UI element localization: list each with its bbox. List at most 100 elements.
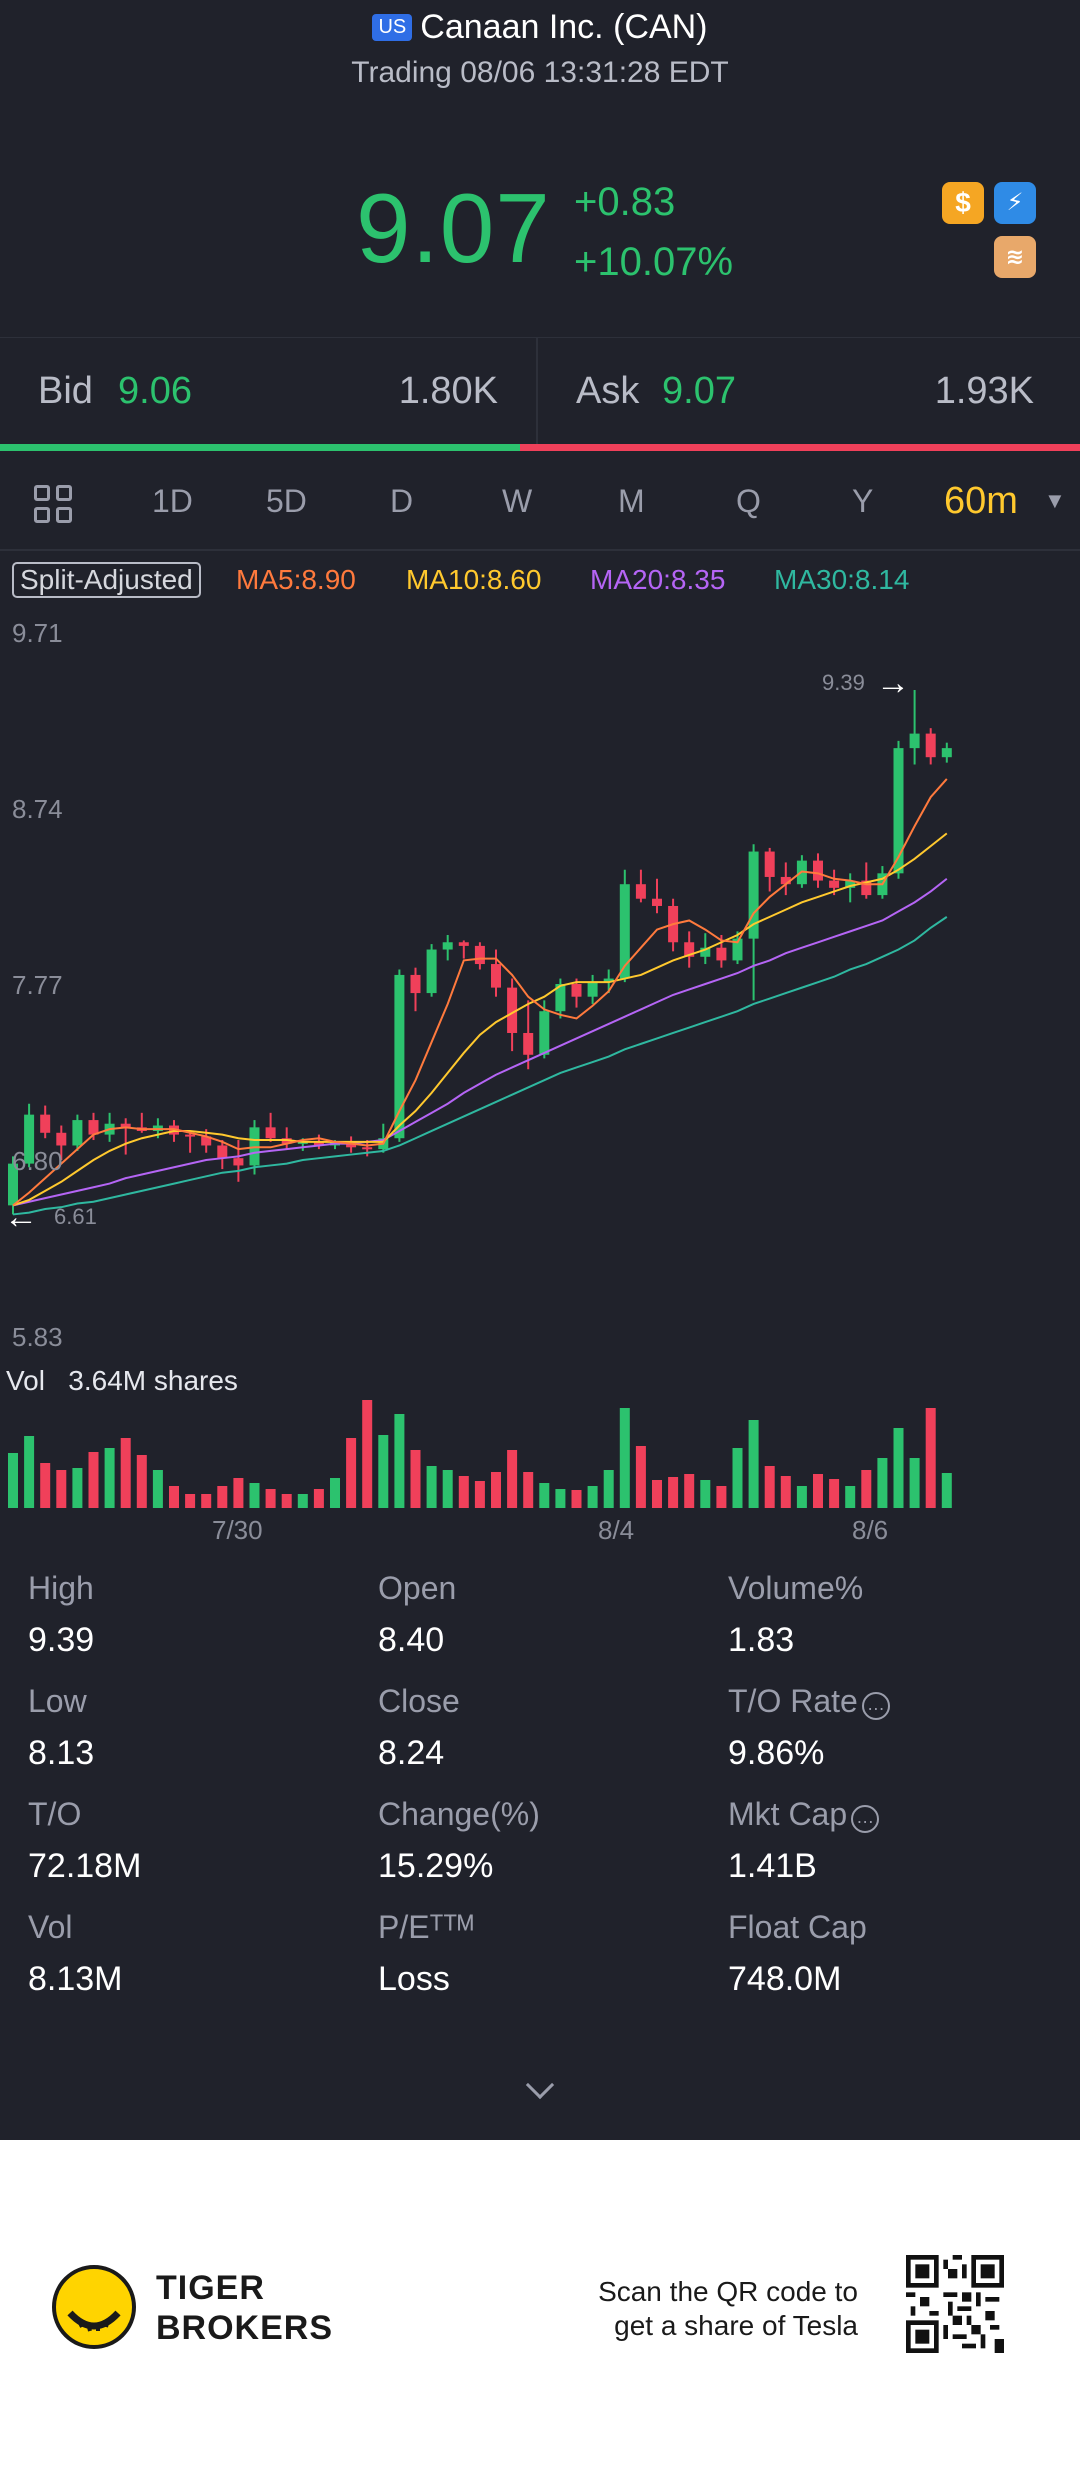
- volume-bar: [394, 1414, 405, 1508]
- volume-bar: [845, 1486, 856, 1508]
- candle-body: [491, 964, 501, 988]
- scan-text: Scan the QR code to get a share of Tesla: [598, 2275, 858, 2343]
- tab-y[interactable]: Y: [852, 483, 874, 519]
- volume-bar: [813, 1474, 823, 1508]
- stat-label: High: [28, 1570, 94, 1606]
- bid-label: Bid: [38, 370, 93, 412]
- volume-bar: [668, 1477, 679, 1508]
- tab-d[interactable]: D: [390, 483, 414, 519]
- stat-mkt-cap: Mkt Cap… 1.41B: [728, 1796, 1068, 1886]
- candle-body: [265, 1127, 276, 1139]
- volume-bar: [700, 1480, 711, 1508]
- stat-value: 72.18M: [28, 1847, 142, 1885]
- scan-line-2: get a share of Tesla: [614, 2310, 858, 2341]
- bid-price: 9.06: [118, 370, 192, 412]
- stat-close: Close 8.24: [378, 1683, 718, 1773]
- stat-label: Low: [28, 1683, 87, 1719]
- candle-body: [426, 949, 437, 994]
- bid-size: 1.80K: [398, 370, 498, 412]
- volume-bar: [925, 1408, 936, 1508]
- ask-label: Ask: [576, 370, 640, 412]
- stat-label: Volume%: [728, 1570, 864, 1606]
- volume-bar: [378, 1435, 389, 1508]
- volume-bar: [796, 1486, 807, 1508]
- candle-body: [442, 942, 453, 950]
- volume-bar: [104, 1448, 115, 1508]
- more-info-icon[interactable]: …: [851, 1805, 880, 1833]
- ma20-line: [12, 877, 948, 1207]
- stat-value: 8.13M: [28, 1960, 123, 1998]
- volume-bar: [619, 1408, 630, 1508]
- volume-bar: [507, 1450, 518, 1508]
- stat-to-rate: T/O Rate… 9.86%: [728, 1683, 1068, 1773]
- stat-value: 1.41B: [728, 1847, 817, 1885]
- volume-bar: [732, 1448, 743, 1508]
- tab-5d[interactable]: 5D: [266, 483, 307, 519]
- stat-value: 1.83: [728, 1621, 795, 1659]
- candle-body: [313, 1141, 324, 1146]
- stat-volume-pct: Volume% 1.83: [728, 1570, 1068, 1660]
- stat-value: 15.29%: [378, 1847, 494, 1885]
- stat-vol: Vol 8.13M: [28, 1909, 368, 1999]
- split-adjusted-toggle[interactable]: Split-Adjusted: [12, 562, 201, 598]
- volume-bar: [56, 1470, 67, 1508]
- volume-bar: [201, 1494, 212, 1508]
- volume-bar: [313, 1489, 324, 1508]
- volume-bar: [281, 1494, 292, 1508]
- tab-60m[interactable]: 60m: [944, 480, 1018, 522]
- volume-bar: [764, 1466, 775, 1508]
- volume-bar: [152, 1470, 163, 1508]
- lightning-icon[interactable]: ⚡: [994, 182, 1036, 224]
- candle-body: [539, 1011, 550, 1055]
- bid-volume-bar: [0, 444, 520, 451]
- y-tick-label: 8.74: [12, 794, 63, 824]
- candle-body: [394, 974, 405, 1139]
- tab-w[interactable]: W: [502, 483, 533, 519]
- volume-bar: [652, 1480, 662, 1508]
- x-tick-label: 8/6: [852, 1515, 889, 1545]
- volume-value: 3.64M shares: [68, 1365, 238, 1396]
- dropdown-icon[interactable]: ▼: [1044, 488, 1066, 513]
- chevron-down-icon[interactable]: [525, 2070, 555, 2100]
- stat-float-cap: Float Cap 748.0M: [728, 1909, 1068, 1999]
- volume-bar: [603, 1470, 614, 1508]
- tab-q[interactable]: Q: [736, 483, 761, 519]
- volume-bar: [169, 1486, 179, 1508]
- candle-body: [88, 1120, 99, 1135]
- volume-bar: [442, 1470, 453, 1508]
- volume-bar: [330, 1478, 340, 1508]
- volume-bar: [217, 1486, 228, 1508]
- candle-body: [474, 945, 485, 965]
- volume-bar: [346, 1438, 357, 1508]
- more-info-icon[interactable]: …: [861, 1692, 890, 1720]
- bid-ask-divider: [536, 338, 538, 444]
- volume-bar: [362, 1400, 373, 1508]
- stat-label: Vol: [28, 1909, 73, 1945]
- stat-open: Open 8.40: [378, 1570, 718, 1660]
- candle-body: [780, 876, 791, 885]
- volume-bar: [265, 1489, 276, 1508]
- stat-low: Low 8.13: [28, 1683, 368, 1773]
- tab-1d[interactable]: 1D: [152, 483, 193, 519]
- stat-label: Mkt Cap: [728, 1796, 848, 1832]
- min-price-label: 6.61: [54, 1204, 97, 1229]
- ma30-label: MA30:8.14: [774, 564, 910, 595]
- brand-line-2: BROKERS: [156, 2309, 334, 2347]
- stock-title: Canaan Inc. (CAN): [420, 8, 708, 46]
- dollar-icon[interactable]: $: [942, 182, 984, 224]
- volume-bar: [72, 1468, 83, 1508]
- candle-body: [603, 978, 614, 983]
- ma20-label: MA20:8.35: [590, 564, 726, 595]
- volume-bar: [571, 1490, 582, 1508]
- us-flag-badge: US: [372, 14, 413, 41]
- tab-m[interactable]: M: [618, 483, 645, 519]
- candle-body: [120, 1123, 131, 1128]
- period-tabs: 1D 5D D W M Q Y 60m ▼: [0, 451, 1080, 551]
- tiger-logo-icon: [52, 2265, 136, 2349]
- stack-icon[interactable]: ≋: [994, 236, 1036, 278]
- candle-body: [941, 748, 952, 758]
- price-chart[interactable]: [0, 600, 1080, 1540]
- grid-icon[interactable]: [34, 485, 74, 525]
- candle-body: [185, 1134, 196, 1137]
- candle-body: [684, 942, 695, 957]
